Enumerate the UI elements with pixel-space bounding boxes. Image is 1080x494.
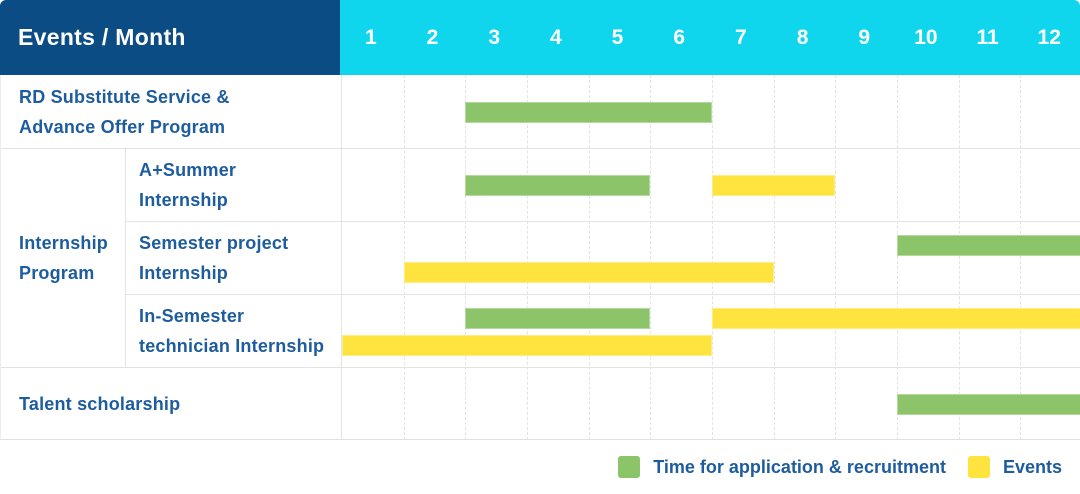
month-label: 11 [976,25,999,49]
gantt-body: RD Substitute Service & Advance Offer Pr… [0,75,1080,440]
month-label: 4 [550,25,562,49]
row-divider [126,221,1080,222]
legend-swatch-events [967,456,990,478]
month-gridline [465,75,467,440]
gantt-bar-recruitment [897,394,1080,415]
gantt-bar-events [403,262,774,283]
row-divider [1,148,1080,149]
legend: Time for application & recruitment Events [0,440,1080,494]
gantt-bar-events [712,175,836,196]
month-label: 6 [673,25,686,49]
month-label: 7 [735,25,747,49]
legend-item-events: Events [967,456,1062,478]
month-label: 12 [1037,25,1061,49]
month-label: 9 [858,25,871,49]
gantt-bar-recruitment [465,102,712,123]
legend-swatch-recruitment [618,456,641,478]
row-divider [1,367,1080,368]
month-label: 1 [364,25,377,49]
month-label: 2 [426,25,439,49]
row-label: Semester project Internship [139,232,289,283]
chart-area [341,75,1080,440]
month-header-strip: 1 2 3 4 5 6 7 8 9 10 11 12 [340,0,1080,75]
legend-label: Time for application & recruitment [653,456,946,477]
row-label: In-Semester technician Internship [139,305,325,356]
month-gridline [958,75,960,440]
month-label: 3 [488,25,501,49]
month-label: 8 [796,25,809,49]
legend-label: Events [1002,456,1062,477]
month-gridline [650,75,652,440]
row-label: Talent scholarship [19,393,181,414]
events-month-header: Events / Month [0,0,340,75]
month-gridline [835,75,837,440]
month-gridline [527,75,528,440]
row-divider [126,294,1080,295]
row-label: RD Substitute Service & Advance Offer Pr… [19,86,230,137]
gantt-bar-recruitment [465,175,651,196]
gantt-bar-events [712,308,1080,329]
group-label-internship-program: Internship Program [1,148,126,367]
row-label: A+Summer Internship [139,159,237,210]
month-label: 5 [611,25,624,49]
gantt-bar-recruitment [897,235,1080,256]
gantt-bar-recruitment [465,308,651,329]
month-gridline [588,75,590,440]
month-label: 10 [914,25,938,49]
month-gridline [897,75,898,440]
header-row: Events / Month 1 2 3 4 5 6 7 8 9 10 11 12 [0,0,1080,75]
month-gridline [773,75,775,440]
gantt-bar-events [342,335,712,356]
legend-item-recruitment: Time for application & recruitment [618,456,946,478]
month-gridline [403,75,405,440]
month-gridline [712,75,713,440]
month-gridline [1020,75,1022,440]
